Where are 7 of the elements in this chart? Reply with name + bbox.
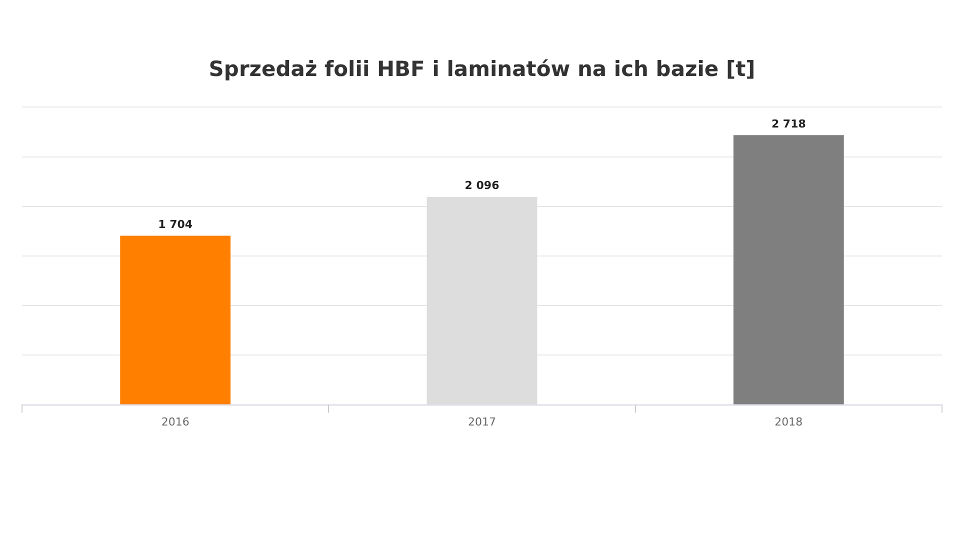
data-label: 2 718 — [771, 118, 806, 131]
data-label: 1 704 — [158, 218, 193, 232]
data-label: 2 096 — [464, 179, 500, 192]
x-tick-label: 2018 — [774, 415, 803, 428]
chart-title: Sprzedaż folii HBF i laminatów na ich bazie [t] — [208, 57, 756, 82]
x-tick-label: 2016 — [161, 415, 190, 428]
x-tick-label: 2017 — [468, 415, 496, 428]
